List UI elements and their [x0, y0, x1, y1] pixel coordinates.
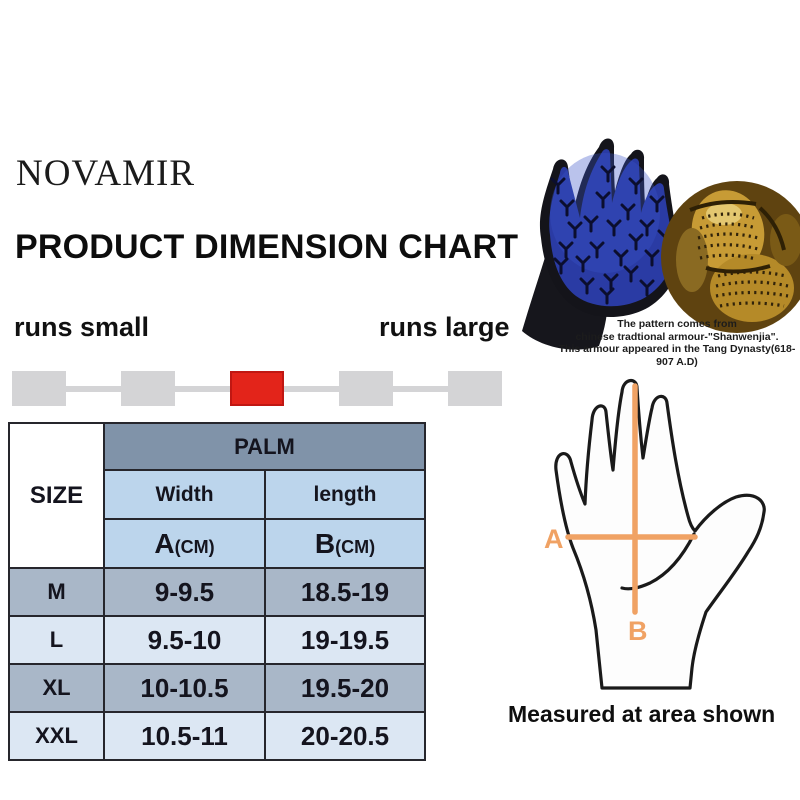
length-column-header: length	[264, 469, 426, 520]
table-row-xxl: XXL 10.5-11 20-20.5	[8, 711, 426, 761]
dimension-a-header: A(CM)	[103, 518, 266, 569]
caption-line-1: The pattern comes from	[617, 318, 737, 330]
fit-segment-3-active	[230, 371, 284, 406]
fit-segment-2	[121, 371, 175, 406]
measurement-lines	[565, 383, 698, 615]
hand-outline-illustration: A B	[544, 379, 766, 690]
width-column-header: Width	[103, 469, 266, 520]
fit-segment-1	[12, 371, 66, 406]
glove-photo	[522, 138, 679, 350]
dimension-b-header: B(CM)	[264, 518, 426, 569]
fit-segment-4	[339, 371, 393, 406]
runs-large-label: runs large	[379, 312, 510, 342]
size-column-header: SIZE	[8, 422, 105, 569]
caption-line-3: This armour appeared in the Tang Dynasty…	[558, 343, 796, 368]
label-b: B	[628, 616, 648, 646]
table-row-l: L 9.5-10 19-19.5	[8, 615, 426, 665]
honeycomb-texture	[697, 212, 789, 308]
label-a: A	[544, 524, 564, 554]
runs-small-label: runs small	[14, 312, 150, 342]
table-row-m: M 9-9.5 18.5-19	[8, 567, 426, 617]
measured-caption: Measured at area shown	[508, 701, 776, 727]
page-title: PRODUCT DIMENSION CHART	[15, 228, 519, 266]
table-row-xl: XL 10-10.5 19.5-20	[8, 663, 426, 713]
grip-pattern	[550, 165, 673, 305]
size-chart-table: SIZE PALM Width length A(CM) B(CM) M 9-9…	[8, 422, 426, 761]
brand-logo: NOVAMIR	[16, 153, 196, 194]
armor-inset-photo	[661, 181, 800, 333]
fit-segment-5	[448, 371, 502, 406]
palm-group-header: PALM	[103, 422, 426, 471]
caption-line-2: chinese tradtional armour-"Shanwenjia".	[575, 330, 779, 343]
armor-pattern-caption: The pattern comes from chinese tradtiona…	[552, 318, 800, 368]
